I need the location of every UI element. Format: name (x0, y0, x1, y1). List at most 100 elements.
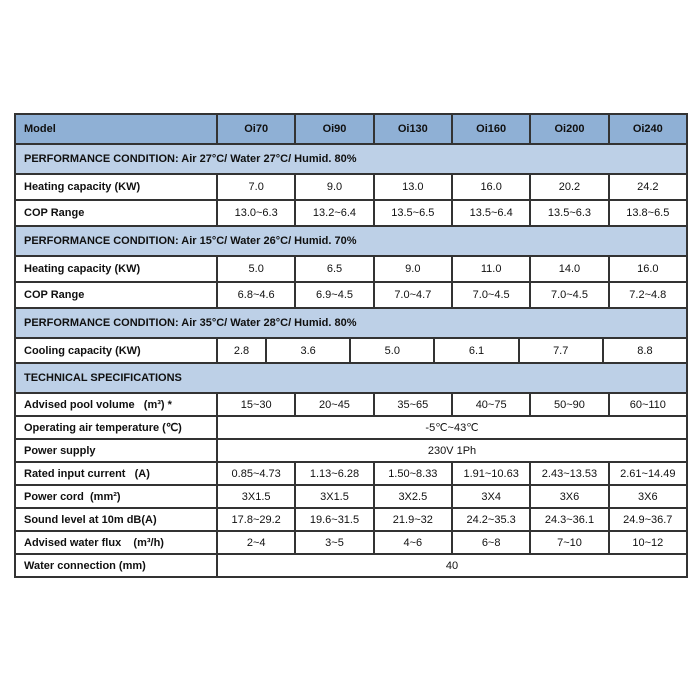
spec-cell: 24.2 (607, 175, 686, 199)
spec-cell: 7.7 (517, 339, 602, 362)
row-advised-pool-volume: Advised pool volume (m³) * 15~30 20~45 3… (16, 392, 686, 415)
model-name-oi70: Oi70 (216, 115, 294, 143)
spec-cell: 2~4 (216, 532, 294, 553)
spec-cell: 6.9~4.5 (294, 283, 372, 307)
spec-cell: 17.8~29.2 (216, 509, 294, 530)
spec-cell: 7.0~4.5 (450, 283, 529, 307)
spec-cell: 21.9~32 (372, 509, 451, 530)
section-header-performance-15c: PERFORMANCE CONDITION: Air 15°C/ Water 2… (16, 225, 686, 255)
model-name-oi240: Oi240 (607, 115, 686, 143)
spec-cell: 9.0 (294, 175, 372, 199)
row-power-supply: Power supply 230V 1Ph (16, 438, 686, 461)
row-label: Power supply (24, 444, 96, 457)
row-label: Power cord (mm²) (24, 490, 121, 503)
spec-cell: 6.1 (433, 339, 517, 362)
spec-cell: 13.5~6.4 (450, 201, 529, 225)
spec-cell: 3X4 (450, 486, 529, 507)
spec-cell: 6~8 (450, 532, 529, 553)
spec-cell: 24.3~36.1 (529, 509, 607, 530)
spec-cell: 6.8~4.6 (216, 283, 294, 307)
row-advised-water-flux: Advised water flux (m³/h) 2~4 3~5 4~6 6~… (16, 530, 686, 553)
spec-cell: 19.6~31.5 (294, 509, 372, 530)
spec-cell: 1.50~8.33 (372, 463, 451, 484)
section-header-technical-specifications: TECHNICAL SPECIFICATIONS (16, 362, 686, 392)
spec-cell: 20.2 (529, 175, 607, 199)
spec-cell: 4~6 (372, 532, 451, 553)
spec-cell: 16.0 (450, 175, 529, 199)
row-label: Operating air temperature (℃) (24, 422, 182, 434)
row-label: Sound level at 10m dB(A) (24, 513, 157, 526)
row-label: Heating capacity (KW) (24, 181, 141, 193)
spec-cell: 3X2.5 (372, 486, 451, 507)
spec-cell: 3X6 (529, 486, 607, 507)
row-label: Cooling capacity (KW) (24, 344, 141, 357)
spec-cell: 2.43~13.53 (529, 463, 607, 484)
spec-cell: 13.2~6.4 (294, 201, 372, 225)
row-label: Water connection (mm) (24, 559, 146, 572)
section-header-performance-35c: PERFORMANCE CONDITION: Air 35°C/ Water 2… (16, 307, 686, 337)
spec-cell: 13.0 (372, 175, 451, 199)
spec-cell: 13.0~6.3 (216, 201, 294, 225)
spec-cell: 13.5~6.5 (372, 201, 451, 225)
section-header-label: PERFORMANCE CONDITION: Air 35°C/ Water 2… (24, 317, 357, 329)
spec-cell: 5.0 (349, 339, 433, 362)
spec-cell-span: -5℃~43℃ (216, 417, 686, 438)
row-sound-level: Sound level at 10m dB(A) 17.8~29.2 19.6~… (16, 507, 686, 530)
model-name-oi90: Oi90 (294, 115, 372, 143)
model-header-label: Model (24, 123, 56, 135)
spec-cell-span: 40 (216, 555, 686, 576)
spec-cell: 0.85~4.73 (216, 463, 294, 484)
spec-cell-span: 230V 1Ph (216, 440, 686, 461)
spec-cell: 7.0~4.7 (372, 283, 451, 307)
row-heating-capacity-15c: Heating capacity (KW) 5.0 6.5 9.0 11.0 1… (16, 255, 686, 281)
model-name-oi160: Oi160 (450, 115, 529, 143)
spec-cell: 7.2~4.8 (607, 283, 686, 307)
spec-cell: 15~30 (216, 394, 294, 415)
spec-cell: 20~45 (294, 394, 372, 415)
spec-cell: 10~12 (607, 532, 686, 553)
spec-cell: 24.2~35.3 (450, 509, 529, 530)
row-operating-air-temperature: Operating air temperature (℃) -5℃~43℃ (16, 415, 686, 438)
model-name-oi200: Oi200 (529, 115, 607, 143)
spec-cell: 3X1.5 (294, 486, 372, 507)
spec-cell: 7.0~4.5 (529, 283, 607, 307)
model-name-oi130: Oi130 (372, 115, 451, 143)
spec-cell: 2.61~14.49 (607, 463, 686, 484)
spec-cell: 7~10 (529, 532, 607, 553)
row-cop-range-15c: COP Range 6.8~4.6 6.9~4.5 7.0~4.7 7.0~4.… (16, 281, 686, 307)
row-label: Advised pool volume (m³) * (24, 398, 172, 411)
spec-cell: 7.0 (216, 175, 294, 199)
spec-cell: 60~110 (607, 394, 686, 415)
section-header-performance-27c: PERFORMANCE CONDITION: Air 27°C/ Water 2… (16, 143, 686, 173)
spec-cell: 9.0 (372, 257, 451, 281)
spec-cell: 6.5 (294, 257, 372, 281)
spec-table: Model Oi70 Oi90 Oi130 Oi160 Oi200 Oi240 … (14, 113, 688, 578)
section-header-label: PERFORMANCE CONDITION: Air 27°C/ Water 2… (24, 153, 357, 165)
section-header-label: PERFORMANCE CONDITION: Air 15°C/ Water 2… (24, 235, 357, 247)
row-label: Heating capacity (KW) (24, 263, 141, 275)
spec-cell: 5.0 (216, 257, 294, 281)
spec-cell: 13.5~6.3 (529, 201, 607, 225)
row-label: COP Range (24, 289, 85, 301)
spec-cell: 14.0 (529, 257, 607, 281)
spec-cell: 11.0 (450, 257, 529, 281)
spec-cell: 8.8 (601, 339, 686, 362)
row-rated-input-current: Rated input current (A) 0.85~4.73 1.13~6… (16, 461, 686, 484)
spec-cell: 3~5 (294, 532, 372, 553)
spec-cell: 50~90 (529, 394, 607, 415)
spec-cell: 1.13~6.28 (294, 463, 372, 484)
spec-cell: 40~75 (450, 394, 529, 415)
spec-cell: 1.91~10.63 (450, 463, 529, 484)
spec-cell: 35~65 (372, 394, 451, 415)
spec-cell: 13.8~6.5 (607, 201, 686, 225)
section-header-label: TECHNICAL SPECIFICATIONS (24, 372, 182, 384)
spec-cell: 3X1.5 (216, 486, 294, 507)
spec-cell: 3.6 (265, 339, 349, 362)
row-cooling-capacity-35c: Cooling capacity (KW) 2.8 3.6 5.0 6.1 7.… (16, 337, 686, 362)
spec-cell: 24.9~36.7 (607, 509, 686, 530)
row-power-cord: Power cord (mm²) 3X1.5 3X1.5 3X2.5 3X4 3… (16, 484, 686, 507)
row-label: COP Range (24, 207, 85, 219)
row-heating-capacity-27c: Heating capacity (KW) 7.0 9.0 13.0 16.0 … (16, 173, 686, 199)
spec-cell: 3X6 (607, 486, 686, 507)
row-label: Rated input current (A) (24, 467, 150, 480)
